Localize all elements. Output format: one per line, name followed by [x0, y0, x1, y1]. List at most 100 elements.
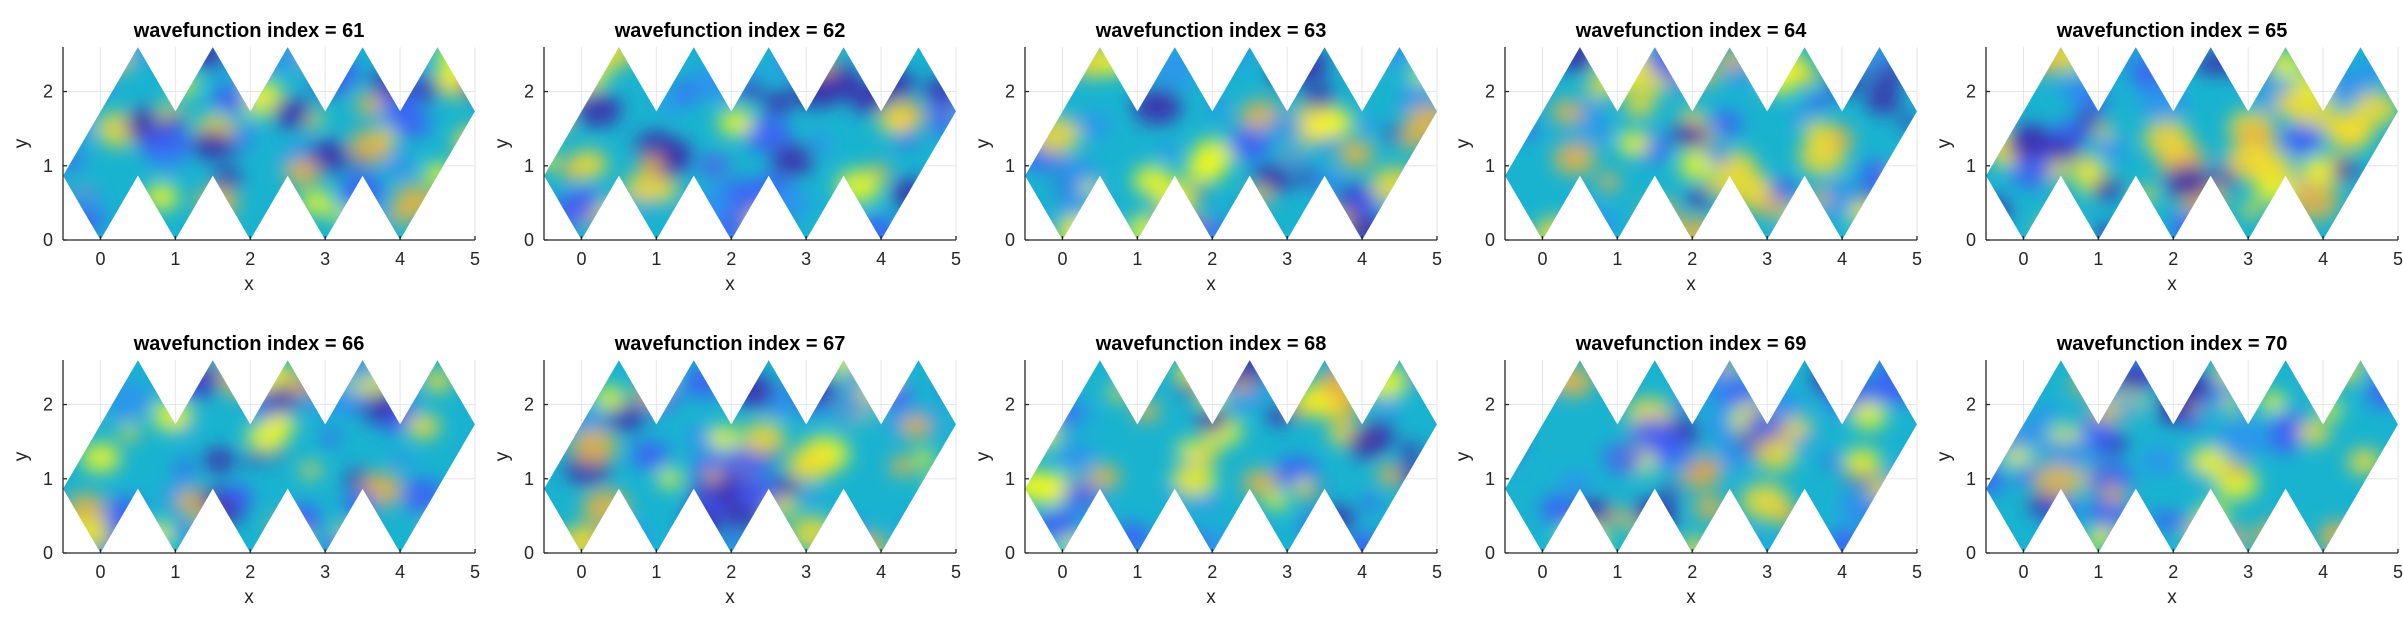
field-blob	[2189, 446, 2229, 477]
field-blob	[108, 404, 127, 419]
x-tick-label: 3	[801, 562, 811, 582]
panel-title: wavefunction index = 67	[614, 333, 846, 355]
field-blob	[1843, 448, 1881, 478]
field-blob	[2259, 391, 2287, 413]
x-tick-label: 5	[951, 249, 961, 269]
x-tick-label: 0	[1537, 562, 1547, 582]
field-blob	[635, 130, 677, 163]
y-tick-label: 0	[1005, 230, 1015, 250]
panel-title: wavefunction index = 61	[133, 20, 365, 42]
panel-title: wavefunction index = 69	[1575, 333, 1807, 355]
field-blob	[2165, 163, 2211, 200]
field-blob	[1782, 416, 1812, 439]
x-tick-label: 0	[576, 562, 586, 582]
x-tick-label: 2	[1207, 249, 1217, 269]
field-blob	[213, 167, 242, 190]
field-blob	[718, 108, 754, 137]
field-blob	[1551, 99, 1584, 125]
field-blob	[806, 133, 832, 153]
x-tick-label: 5	[2393, 562, 2403, 582]
field-blob	[2352, 91, 2398, 127]
y-tick-label: 1	[1966, 469, 1976, 489]
field-blob	[1088, 464, 1121, 490]
y-tick-label: 0	[43, 230, 53, 250]
y-tick-label: 0	[524, 230, 534, 250]
field-blob	[423, 369, 453, 392]
field-blob	[1308, 106, 1352, 139]
field-blob	[1384, 125, 1404, 141]
y-tick-label: 1	[1005, 156, 1015, 176]
x-axis-label: x	[1686, 274, 1696, 295]
y-tick-label: 2	[524, 82, 534, 102]
field-blob	[741, 453, 770, 476]
x-axis-label: x	[2167, 587, 2177, 608]
field-blob	[1073, 408, 1094, 424]
field-blob	[1360, 496, 1380, 511]
x-tick-label: 2	[1687, 249, 1697, 269]
field-blob	[565, 187, 603, 217]
field-blob	[1025, 468, 1050, 502]
field-blob	[2091, 176, 2122, 201]
field-blob	[119, 425, 140, 441]
x-tick-label: 3	[320, 249, 330, 269]
x-tick-label: 2	[1687, 562, 1697, 582]
y-tick-label: 1	[43, 469, 53, 489]
field-blob	[1358, 117, 1378, 133]
y-axis-label: y	[492, 138, 513, 148]
panel-title: wavefunction index = 64	[1575, 20, 1808, 42]
x-tick-label: 3	[2243, 562, 2253, 582]
field-blob	[878, 106, 915, 135]
field-blob	[300, 189, 334, 216]
field-blob	[1062, 480, 1101, 511]
y-tick-label: 0	[1485, 543, 1495, 563]
y-tick-label: 1	[524, 156, 534, 176]
field-blob	[2143, 120, 2191, 157]
field-blob	[246, 421, 287, 453]
field-blob	[1078, 112, 1112, 139]
field-blob	[771, 143, 814, 177]
field-blob	[2096, 136, 2128, 161]
x-tick-label: 3	[1282, 562, 1292, 582]
field-blob	[1377, 465, 1401, 483]
field-blob	[826, 390, 868, 423]
field-blob	[2273, 90, 2308, 117]
field-blob	[606, 402, 645, 432]
field-blob	[1823, 454, 1843, 469]
y-tick-label: 1	[524, 469, 534, 489]
field-blob	[899, 414, 933, 439]
x-axis-label: x	[1206, 587, 1216, 608]
field-blob	[889, 456, 916, 477]
y-axis-label: y	[1453, 138, 1474, 148]
field-blob	[1281, 150, 1309, 172]
field-blob	[1767, 178, 1798, 202]
field-blob	[141, 126, 191, 164]
field-blob	[1295, 169, 1318, 187]
y-axis-label: y	[973, 138, 994, 148]
panel-title: wavefunction index = 63	[1095, 20, 1327, 42]
field-blob	[2267, 427, 2302, 454]
y-axis-label: y	[11, 451, 32, 461]
y-tick-label: 2	[524, 395, 534, 415]
x-tick-label: 2	[726, 562, 736, 582]
x-tick-label: 4	[395, 562, 405, 582]
field-blob	[1346, 427, 1388, 459]
field-blob	[2329, 159, 2359, 182]
field-blob	[1741, 483, 1789, 520]
field-blob	[1603, 443, 1644, 475]
y-axis-label: y	[1934, 451, 1955, 461]
field-blob	[355, 93, 385, 116]
x-tick-label: 1	[2093, 562, 2103, 582]
field-blob	[786, 447, 833, 483]
x-tick-label: 3	[2243, 249, 2253, 269]
field-blob	[1624, 93, 1656, 117]
field-blob	[1712, 441, 1752, 471]
field-blob	[569, 149, 608, 179]
field-blob	[1707, 147, 1728, 164]
field-blob	[1157, 143, 1178, 160]
field-blob	[1559, 470, 1592, 496]
x-tick-label: 1	[170, 562, 180, 582]
y-tick-label: 2	[1966, 395, 1976, 415]
x-tick-label: 1	[170, 249, 180, 269]
y-tick-label: 2	[43, 82, 53, 102]
